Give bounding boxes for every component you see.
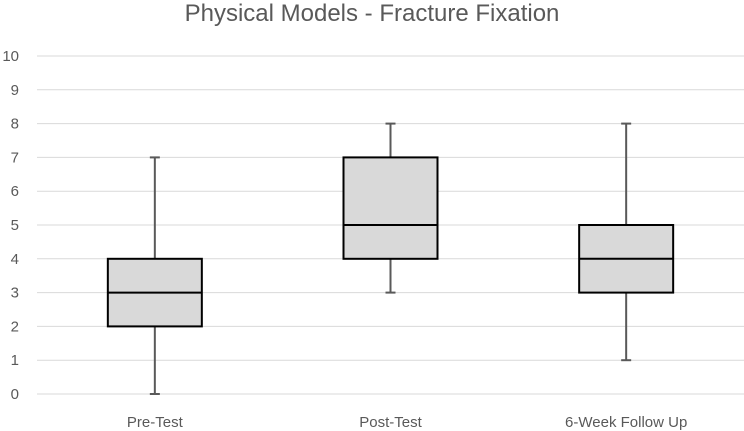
x-axis-category-labels: Pre-Test Post-Test 6-Week Follow Up bbox=[127, 414, 687, 431]
y-tick-label: 2 bbox=[11, 318, 19, 335]
y-tick-label: 9 bbox=[11, 82, 19, 99]
y-tick-label: 0 bbox=[11, 386, 19, 403]
y-tick-label: 6 bbox=[11, 183, 19, 200]
box-group bbox=[578, 122, 675, 362]
iqr-box bbox=[342, 156, 439, 260]
y-axis-tick-labels: 0 1 2 3 4 5 6 7 8 9 10 bbox=[2, 48, 19, 403]
box-group bbox=[342, 122, 439, 294]
x-category-label: 6-Week Follow Up bbox=[565, 414, 687, 431]
box-series bbox=[106, 122, 675, 395]
box-group bbox=[106, 156, 203, 395]
chart-title: Physical Models - Fracture Fixation bbox=[185, 0, 560, 27]
y-tick-label: 4 bbox=[11, 251, 19, 268]
x-category-label: Pre-Test bbox=[127, 414, 184, 431]
y-tick-label: 5 bbox=[11, 217, 19, 234]
y-tick-label: 1 bbox=[11, 352, 19, 369]
y-tick-label: 3 bbox=[11, 285, 19, 302]
y-tick-label: 10 bbox=[2, 48, 19, 65]
y-tick-label: 8 bbox=[11, 116, 19, 133]
y-tick-label: 7 bbox=[11, 149, 19, 166]
x-category-label: Post-Test bbox=[359, 414, 422, 431]
